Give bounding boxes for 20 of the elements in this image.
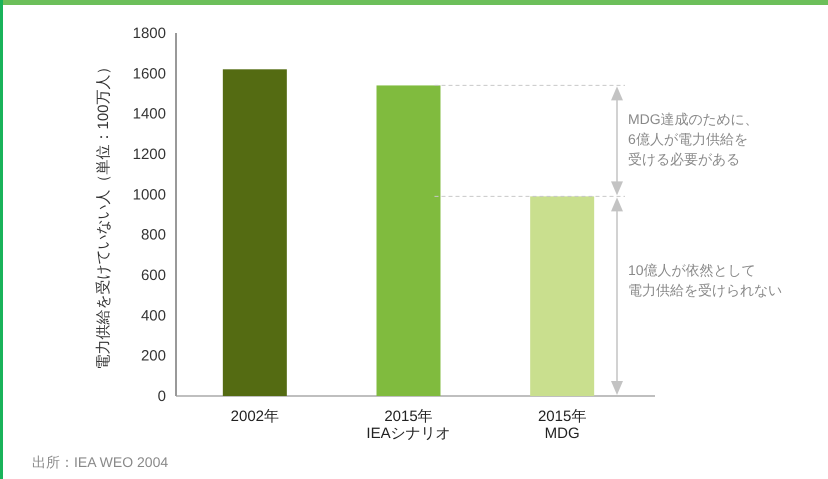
text: 出所：IEA WEO 2004: [32, 454, 168, 470]
y-tick-label: 600: [140, 267, 166, 284]
y-tick-label: 400: [140, 307, 166, 324]
annotation: 10億人が依然として電力供給を受けられない: [628, 262, 782, 298]
y-tick-label: 0: [158, 388, 166, 405]
y-axis-title: 電力供給を受けていない人（単位：100万人）: [95, 59, 112, 370]
y-tick-label: 1600: [132, 65, 166, 82]
x-tick-label: 2015年 MDG: [538, 408, 586, 442]
y-tick-label: 200: [140, 348, 166, 365]
bar: [376, 85, 440, 396]
y-tick-label: 800: [140, 226, 166, 244]
y-tick-label: 1400: [132, 106, 166, 123]
bar: [222, 69, 287, 396]
y-tick-label: 1800: [132, 25, 166, 42]
y-tick-label: 1200: [132, 146, 166, 163]
bar: [530, 196, 594, 396]
x-tick-label: 2015年 IEAシナリオ: [366, 408, 451, 442]
annotation: MDG達成のために、6億人が電力供給を受ける必要がある: [628, 111, 759, 167]
x-tick-label: 2002年: [230, 408, 280, 425]
y-tick-label: 1000: [132, 186, 166, 204]
